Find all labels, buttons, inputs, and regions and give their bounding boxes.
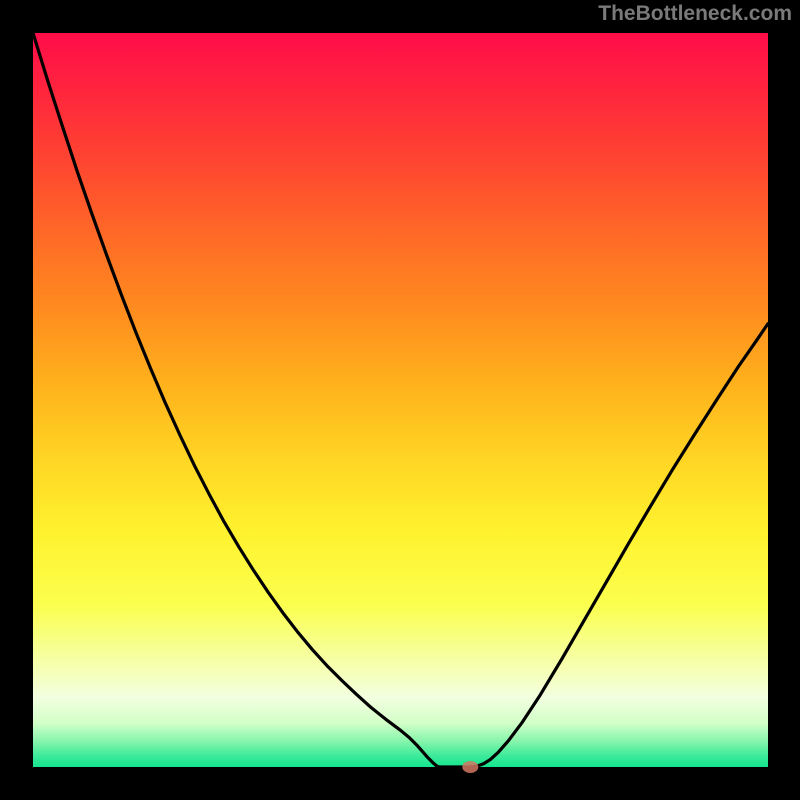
plot-background: [33, 33, 768, 767]
bottleneck-chart: [0, 0, 800, 800]
chart-container: TheBottleneck.com: [0, 0, 800, 800]
watermark-text: TheBottleneck.com: [598, 2, 792, 26]
optimal-point-marker: [462, 761, 478, 773]
